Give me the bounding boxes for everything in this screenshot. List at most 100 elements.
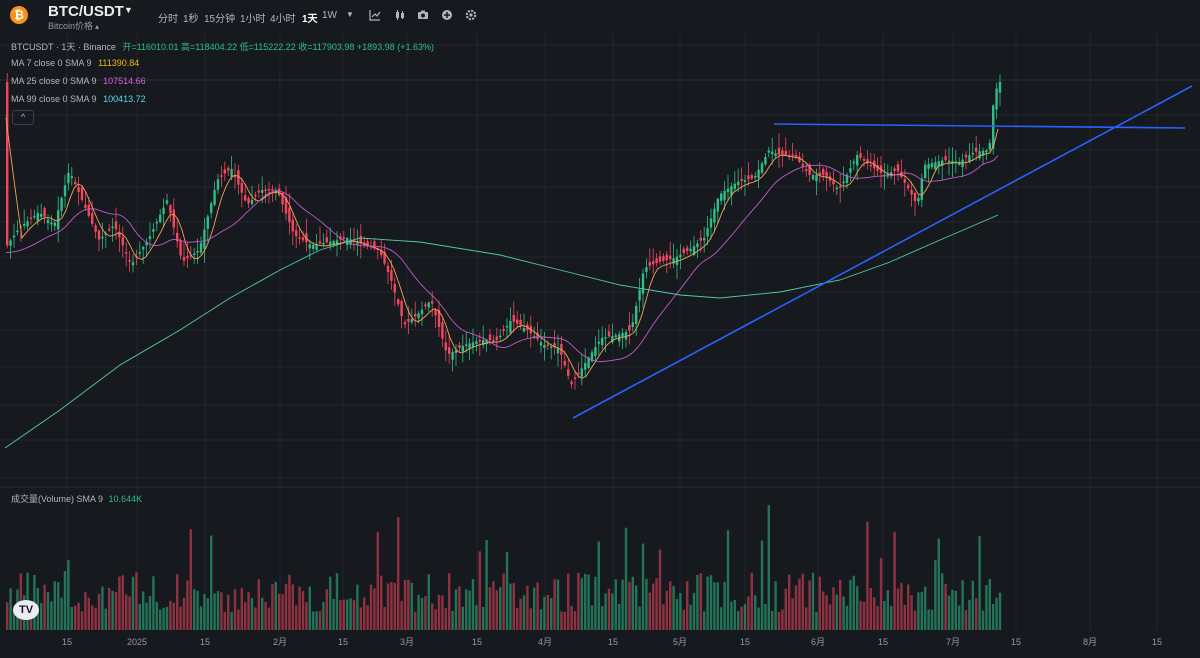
ma99-label: MA 99 close 0 SMA 9 bbox=[11, 94, 97, 104]
candle-body bbox=[720, 193, 723, 201]
candle-body bbox=[723, 191, 726, 201]
volume-bar bbox=[63, 571, 67, 630]
volume-bar bbox=[308, 586, 311, 630]
timeframe-tab[interactable]: 4小时 bbox=[270, 14, 296, 25]
timeframe-tab[interactable]: 15分钟 bbox=[204, 14, 236, 25]
settings-icon[interactable] bbox=[465, 9, 477, 21]
candle-type-icon[interactable] bbox=[394, 9, 406, 21]
timeframe-tab[interactable]: 分时 bbox=[158, 14, 178, 25]
timeframe-tab[interactable]: 1W bbox=[322, 10, 337, 21]
ma99-legend[interactable]: MA 99 close 0 SMA 9 100413.72 bbox=[11, 94, 146, 104]
candle-body bbox=[478, 340, 481, 342]
candle-body bbox=[573, 377, 577, 379]
candle-body bbox=[760, 163, 764, 173]
candle-body bbox=[142, 246, 145, 250]
volume-bar bbox=[80, 611, 84, 630]
tradingview-logo[interactable]: TV bbox=[13, 600, 39, 620]
candle-body bbox=[930, 163, 934, 168]
candle-body bbox=[835, 187, 838, 190]
timeframe-tab-active[interactable]: 1天 bbox=[302, 14, 318, 25]
x-axis-tick: 15 bbox=[1011, 637, 1021, 647]
x-axis-tick: 15 bbox=[62, 637, 72, 647]
candle-body bbox=[131, 262, 135, 266]
candle-body bbox=[118, 231, 121, 238]
candle-body bbox=[6, 81, 9, 246]
volume-bar bbox=[675, 598, 679, 630]
volume-bar bbox=[182, 597, 186, 630]
x-axis-tick: 7月 bbox=[946, 637, 960, 647]
volume-bar bbox=[138, 603, 141, 630]
volume-legend[interactable]: 成交量(Volume) SMA 9 10.644K bbox=[11, 492, 142, 505]
candle-body bbox=[203, 229, 206, 249]
candle-body bbox=[373, 241, 376, 249]
volume-bar bbox=[849, 579, 852, 630]
candle-body bbox=[244, 195, 247, 201]
volume-bar bbox=[87, 597, 90, 630]
candle-body bbox=[155, 221, 158, 224]
collapse-legend-button[interactable]: ^ bbox=[12, 110, 34, 125]
candle-body bbox=[801, 163, 804, 167]
volume-bar bbox=[743, 604, 747, 630]
volume-bar bbox=[70, 606, 73, 630]
volume-bar bbox=[509, 583, 512, 630]
ma25-legend[interactable]: MA 25 close 0 SMA 9 107514.66 bbox=[11, 76, 146, 86]
volume-bar bbox=[764, 603, 767, 630]
volume-bar bbox=[135, 572, 138, 630]
candle-body bbox=[199, 242, 203, 253]
candle-body bbox=[747, 175, 750, 180]
volume-bar bbox=[9, 588, 12, 630]
timeframe-tab[interactable]: 1秒 bbox=[183, 14, 199, 25]
candle-body bbox=[417, 313, 420, 319]
volume-bar bbox=[937, 538, 940, 630]
candle-body bbox=[842, 181, 845, 184]
chevron-down-icon[interactable]: ▼ bbox=[124, 5, 133, 15]
candle-body bbox=[658, 256, 662, 262]
volume-bar bbox=[179, 606, 182, 630]
volume-bar bbox=[536, 582, 539, 630]
dropdown-icon[interactable]: ▼ bbox=[346, 10, 354, 19]
volume-bar bbox=[577, 572, 580, 630]
x-axis-tick: 15 bbox=[608, 637, 618, 647]
candle-body bbox=[50, 222, 53, 225]
candle-body bbox=[845, 174, 849, 183]
indicator-icon[interactable] bbox=[369, 9, 381, 21]
candle-body bbox=[43, 208, 46, 217]
symbol-title[interactable]: BTC/USDT bbox=[48, 3, 124, 20]
volume-bar bbox=[856, 586, 859, 630]
candle-body bbox=[624, 331, 628, 340]
ma7-legend[interactable]: MA 7 close 0 SMA 9 111390.84 bbox=[11, 58, 139, 68]
candle-body bbox=[621, 333, 624, 337]
candle-body bbox=[539, 342, 543, 346]
candle-body bbox=[849, 168, 852, 173]
add-icon[interactable] bbox=[441, 9, 453, 21]
volume-bar bbox=[145, 602, 148, 630]
candle-body bbox=[335, 240, 339, 245]
volume-bar bbox=[312, 611, 315, 630]
volume-bar bbox=[448, 573, 451, 630]
candle-body bbox=[420, 309, 424, 315]
volume-bar bbox=[227, 594, 230, 630]
x-axis-tick: 15 bbox=[338, 637, 348, 647]
candle-body bbox=[696, 243, 699, 248]
candle-body bbox=[465, 344, 468, 346]
volume-bar bbox=[975, 598, 978, 630]
candle-body bbox=[227, 167, 230, 171]
candle-body bbox=[128, 259, 131, 262]
timeframe-tab[interactable]: 1小时 bbox=[240, 14, 266, 25]
volume-bar bbox=[641, 543, 645, 630]
candle-body bbox=[220, 175, 223, 177]
candle-body bbox=[604, 337, 607, 339]
volume-bar bbox=[352, 600, 356, 630]
candle-body bbox=[284, 197, 288, 214]
candle-body bbox=[635, 305, 638, 324]
candle-body bbox=[230, 169, 233, 177]
candle-body bbox=[614, 335, 617, 338]
volume-bar bbox=[624, 527, 628, 630]
volume-bar bbox=[862, 601, 866, 630]
candle-body bbox=[927, 163, 930, 169]
candle-body bbox=[193, 253, 196, 256]
camera-icon[interactable] bbox=[417, 9, 429, 21]
candle-body bbox=[390, 270, 393, 281]
candle-body bbox=[726, 188, 730, 193]
